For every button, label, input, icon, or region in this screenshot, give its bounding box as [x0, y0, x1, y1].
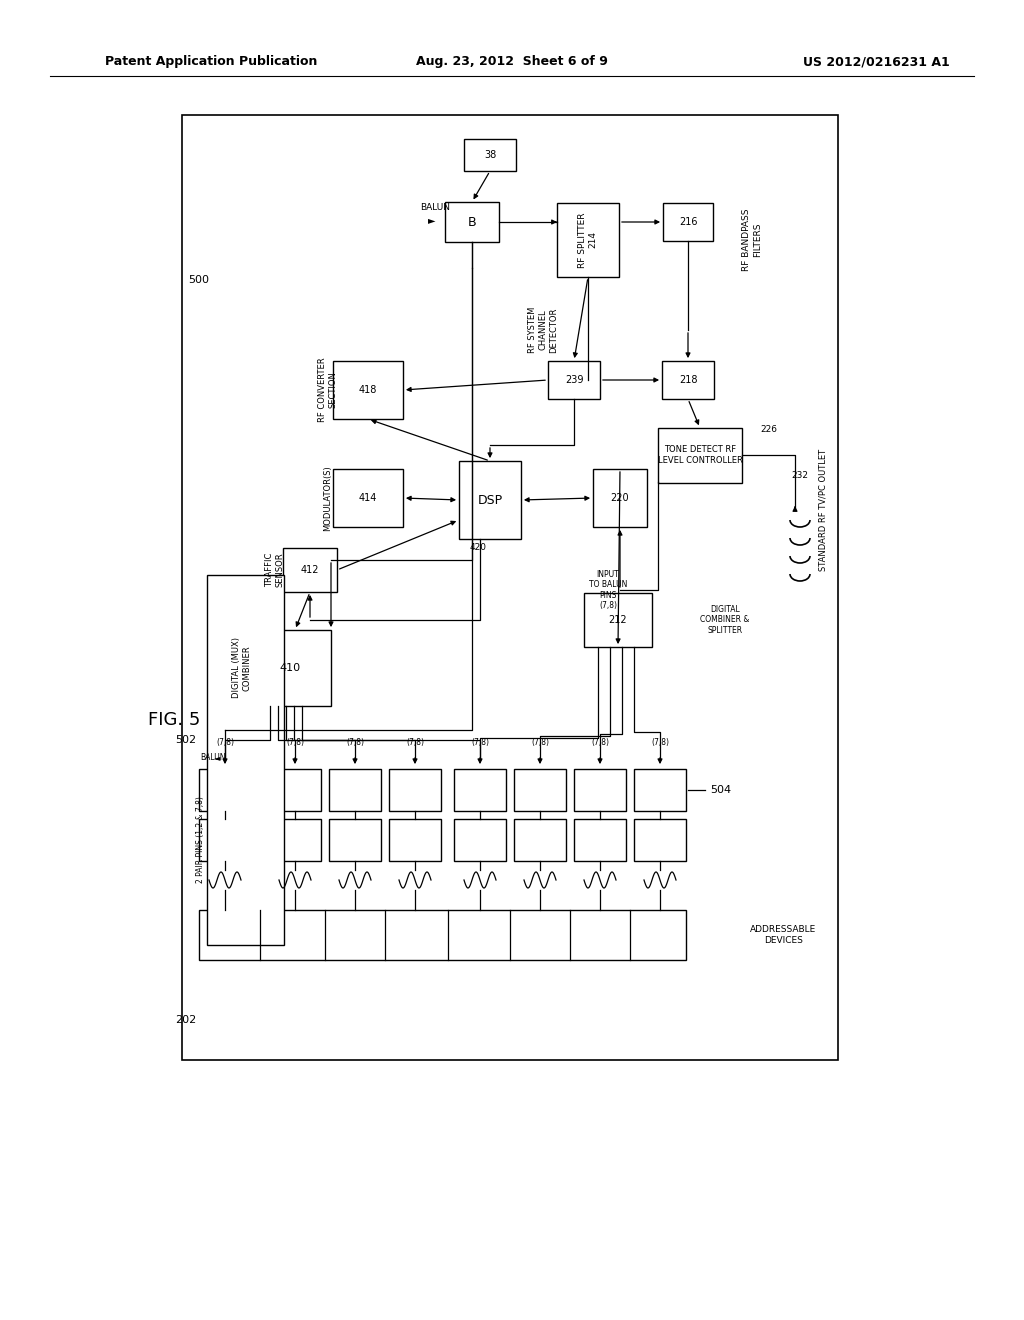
Text: ◄: ◄	[214, 754, 220, 763]
Text: 239: 239	[565, 375, 584, 385]
Text: INPUT
TO BALUN
PINS
(7,8): INPUT TO BALUN PINS (7,8)	[589, 570, 627, 610]
Text: DIGITAL (MUX)
COMBINER: DIGITAL (MUX) COMBINER	[232, 638, 252, 698]
Bar	[329, 818, 381, 861]
Bar	[454, 770, 506, 810]
Text: RF CONVERTER
SECTION: RF CONVERTER SECTION	[318, 358, 338, 422]
Bar	[199, 909, 686, 960]
Bar	[199, 818, 251, 861]
Bar	[389, 770, 441, 810]
Text: RF BANDPASS
FILTERS: RF BANDPASS FILTERS	[742, 209, 762, 271]
Text: 218: 218	[679, 375, 697, 385]
Bar	[574, 770, 626, 810]
Text: 220: 220	[610, 492, 630, 503]
Text: Patent Application Publication: Patent Application Publication	[105, 55, 317, 69]
Text: (7,8): (7,8)	[286, 738, 304, 747]
Bar	[574, 818, 626, 861]
Text: (7,8): (7,8)	[471, 738, 489, 747]
Text: 502: 502	[175, 735, 196, 744]
Text: 38: 38	[484, 150, 496, 160]
Bar	[249, 630, 331, 706]
Text: B: B	[468, 215, 476, 228]
Text: 202: 202	[175, 1015, 196, 1026]
Bar	[199, 770, 251, 810]
Bar	[557, 203, 618, 277]
Bar	[662, 360, 714, 399]
Text: 226: 226	[760, 425, 777, 434]
Bar	[663, 203, 713, 242]
Bar	[634, 770, 686, 810]
Text: (7,8): (7,8)	[216, 738, 234, 747]
Text: STANDARD RF TV/PC OUTLET: STANDARD RF TV/PC OUTLET	[818, 449, 827, 572]
Bar	[584, 593, 652, 647]
Text: (7,8): (7,8)	[406, 738, 424, 747]
Bar	[634, 818, 686, 861]
Bar	[269, 818, 321, 861]
Bar	[182, 115, 838, 1060]
Text: 232: 232	[792, 470, 809, 479]
Text: 504: 504	[710, 785, 731, 795]
Text: ADDRESSABLE
DEVICES: ADDRESSABLE DEVICES	[750, 925, 816, 945]
Bar	[593, 469, 647, 527]
Text: US 2012/0216231 A1: US 2012/0216231 A1	[803, 55, 950, 69]
Text: FIG. 5: FIG. 5	[148, 711, 201, 729]
Bar	[389, 818, 441, 861]
Text: (7,8): (7,8)	[651, 738, 669, 747]
Text: DIGITAL
COMBINER &
SPLITTER: DIGITAL COMBINER & SPLITTER	[700, 605, 750, 635]
Text: (7,8): (7,8)	[591, 738, 609, 747]
Text: MODULATOR(S): MODULATOR(S)	[324, 465, 333, 531]
Bar	[283, 548, 337, 591]
Text: Aug. 23, 2012  Sheet 6 of 9: Aug. 23, 2012 Sheet 6 of 9	[416, 55, 608, 69]
Text: (7,8): (7,8)	[346, 738, 364, 747]
Text: 212: 212	[608, 615, 628, 624]
Bar	[548, 360, 600, 399]
Text: 420: 420	[469, 544, 486, 553]
Bar	[207, 576, 284, 945]
Text: 2 PAIR PINS (1,2 & 7,8): 2 PAIR PINS (1,2 & 7,8)	[196, 796, 205, 883]
Text: ►: ►	[428, 215, 436, 224]
Bar	[333, 469, 403, 527]
Text: 418: 418	[358, 385, 377, 395]
Text: 500: 500	[188, 275, 209, 285]
Text: 410: 410	[280, 663, 301, 673]
Text: RF SYSTEM
CHANNEL
DETECTOR: RF SYSTEM CHANNEL DETECTOR	[528, 306, 558, 354]
Text: TONE DETECT RF
LEVEL CONTROLLER: TONE DETECT RF LEVEL CONTROLLER	[657, 445, 742, 465]
Bar	[333, 360, 403, 418]
Text: (7,8): (7,8)	[531, 738, 549, 747]
Text: TRAFFIC
SENSOR: TRAFFIC SENSOR	[265, 553, 285, 587]
Text: DSP: DSP	[477, 494, 503, 507]
Bar	[514, 770, 566, 810]
Bar	[329, 770, 381, 810]
Text: 216: 216	[679, 216, 697, 227]
Bar	[514, 818, 566, 861]
Bar	[464, 139, 516, 172]
Bar	[269, 770, 321, 810]
Text: BALUN: BALUN	[201, 754, 225, 763]
Bar	[658, 428, 742, 483]
Text: 412: 412	[301, 565, 319, 576]
Text: BALUN: BALUN	[420, 203, 450, 213]
Text: 414: 414	[358, 492, 377, 503]
Bar	[445, 202, 499, 242]
Text: RF SPLITTER
214: RF SPLITTER 214	[579, 213, 598, 268]
Bar	[459, 461, 521, 539]
Bar	[454, 818, 506, 861]
